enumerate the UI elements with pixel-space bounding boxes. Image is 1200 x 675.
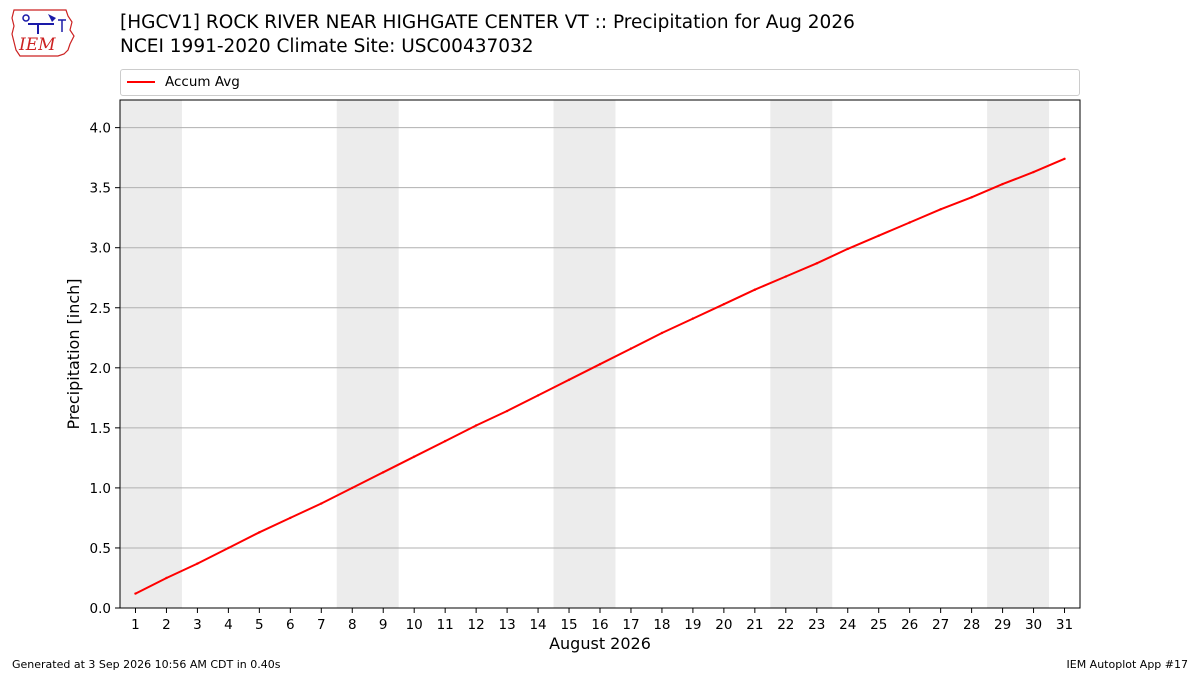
weekend-band xyxy=(987,100,1050,608)
data-point xyxy=(567,378,571,382)
data-point xyxy=(382,471,385,474)
logo-text: IEM xyxy=(18,35,56,55)
y-tick-label: 4.0 xyxy=(90,121,111,137)
legend: Accum Avg xyxy=(120,69,1080,96)
y-tick-label: 1.0 xyxy=(90,481,111,497)
iem-logo: IEM xyxy=(8,6,82,60)
data-point xyxy=(258,531,261,534)
y-tick-label: 0.5 xyxy=(90,541,111,557)
x-tick-label: 13 xyxy=(499,617,516,633)
x-tick-label: 7 xyxy=(317,617,326,633)
y-tick-label: 3.5 xyxy=(90,181,111,197)
y-axis-label: Precipitation [inch] xyxy=(64,278,83,429)
y-tick-label: 1.5 xyxy=(90,421,111,437)
x-tick-label: 29 xyxy=(994,617,1011,633)
x-tick-label: 10 xyxy=(406,617,423,633)
x-tick-label: 8 xyxy=(348,617,357,633)
data-point xyxy=(908,221,911,224)
data-point xyxy=(629,347,633,350)
y-tick-label: 2.0 xyxy=(90,361,111,377)
data-point xyxy=(1032,170,1035,174)
x-tick-label: 20 xyxy=(715,617,732,633)
data-point xyxy=(753,288,757,291)
data-point xyxy=(815,262,818,265)
x-tick-label: 14 xyxy=(529,617,546,633)
weekend-band xyxy=(336,100,399,608)
data-point xyxy=(722,302,726,306)
data-point xyxy=(877,234,880,237)
data-point xyxy=(970,196,973,199)
data-point xyxy=(536,394,540,397)
data-point xyxy=(1063,157,1066,161)
data-point xyxy=(846,247,849,251)
x-tick-label: 15 xyxy=(560,617,577,633)
data-point xyxy=(474,424,478,427)
data-point xyxy=(660,331,664,335)
x-tick-label: 24 xyxy=(839,617,856,633)
x-tick-label: 27 xyxy=(932,617,949,633)
x-tick-label: 18 xyxy=(653,617,670,633)
x-tick-label: 17 xyxy=(622,617,639,633)
footer-app: IEM Autoplot App #17 xyxy=(1066,658,1189,671)
data-point xyxy=(165,576,168,580)
x-tick-label: 4 xyxy=(224,617,233,633)
x-tick-label: 23 xyxy=(808,617,825,633)
x-tick-label: 19 xyxy=(684,617,701,633)
x-tick-label: 16 xyxy=(591,617,608,633)
x-tick-label: 9 xyxy=(379,617,388,633)
x-tick-label: 1 xyxy=(131,617,140,633)
x-axis-label: August 2026 xyxy=(549,634,651,653)
x-tick-label: 31 xyxy=(1056,617,1073,633)
x-tick-label: 25 xyxy=(870,617,887,633)
y-tick-label: 2.5 xyxy=(90,301,111,317)
chart-subtitle: NCEI 1991-2020 Climate Site: USC00437032 xyxy=(120,36,534,57)
weekend-band xyxy=(120,100,182,608)
weekend-band xyxy=(770,100,833,608)
data-point xyxy=(412,455,416,458)
x-tick-label: 6 xyxy=(286,617,295,633)
x-tick-label: 30 xyxy=(1025,617,1042,633)
x-tick-label: 11 xyxy=(437,617,454,633)
data-point xyxy=(505,409,509,413)
data-point xyxy=(691,317,695,320)
x-tick-label: 22 xyxy=(777,617,794,633)
data-point xyxy=(939,208,942,211)
legend-swatch-accum-avg xyxy=(127,81,155,83)
x-tick-label: 3 xyxy=(193,617,202,633)
chart-title: [HGCV1] ROCK RIVER NEAR HIGHGATE CENTER … xyxy=(120,12,855,33)
data-point xyxy=(134,592,137,595)
x-tick-label: 26 xyxy=(901,617,918,633)
x-tick-label: 12 xyxy=(468,617,485,633)
data-point xyxy=(598,363,602,366)
data-point xyxy=(1001,182,1004,186)
footer-generated: Generated at 3 Sep 2026 10:56 AM CDT in … xyxy=(12,658,281,671)
data-point xyxy=(320,502,323,505)
data-point xyxy=(196,562,199,565)
x-tick-label: 2 xyxy=(162,617,171,633)
legend-label-accum-avg: Accum Avg xyxy=(165,74,240,90)
data-point xyxy=(784,275,788,278)
x-tick-label: 21 xyxy=(746,617,763,633)
data-point xyxy=(351,486,354,490)
data-point xyxy=(443,439,447,443)
y-tick-label: 3.0 xyxy=(90,241,111,257)
weekend-band xyxy=(553,100,616,608)
y-tick-label: 0.0 xyxy=(90,601,111,617)
x-tick-label: 5 xyxy=(255,617,264,633)
x-tick-label: 28 xyxy=(963,617,980,633)
data-point xyxy=(289,516,292,520)
data-point xyxy=(227,546,230,550)
